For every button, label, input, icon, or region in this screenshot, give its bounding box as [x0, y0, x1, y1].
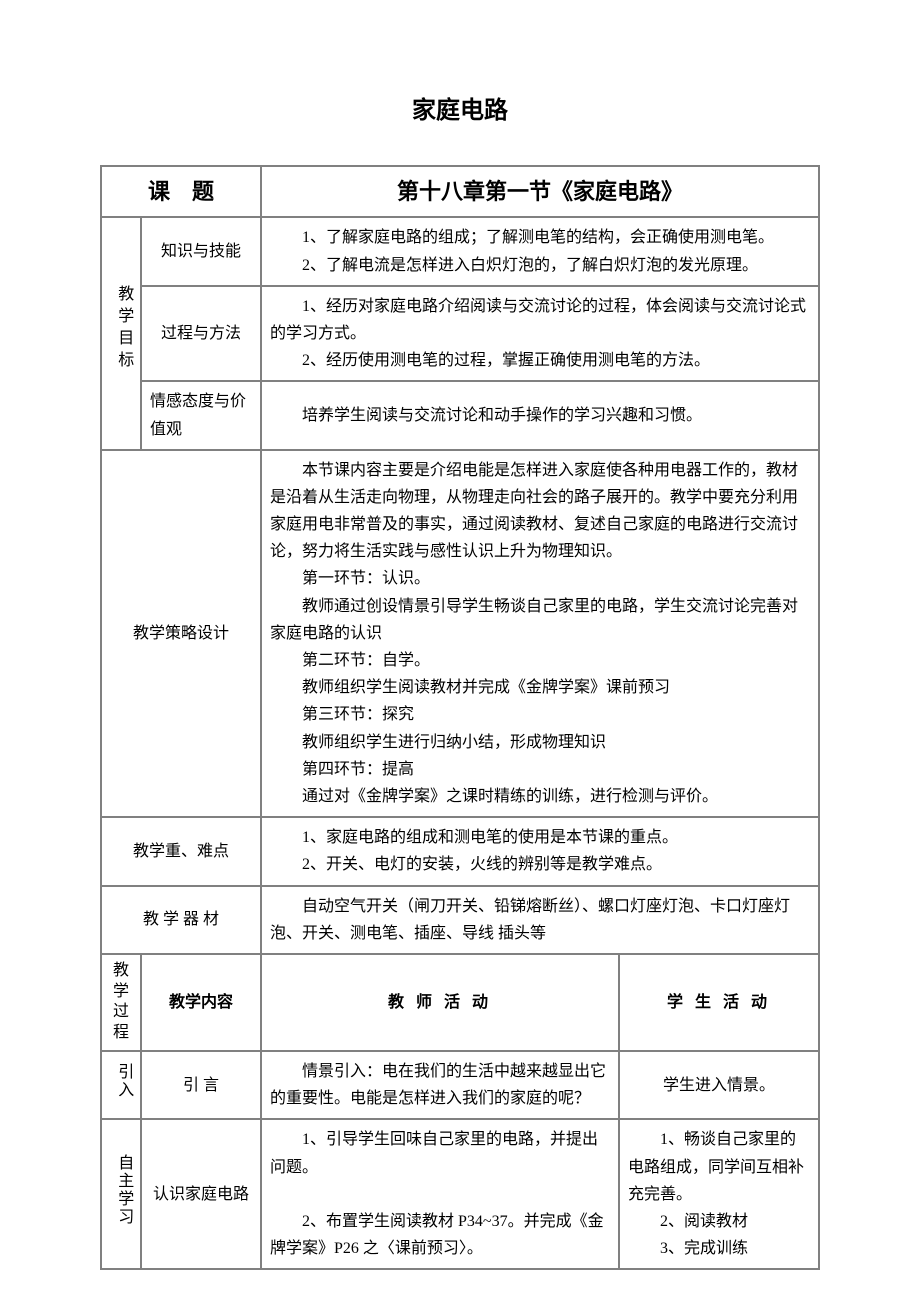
row-equipment: 教 学 器 材 自动空气开关（闸刀开关、铅锑熔断丝）、螺口灯座灯泡、卡口灯座灯泡…: [101, 886, 819, 954]
strategy-label: 教学策略设计: [101, 450, 261, 817]
keypoints-label: 教学重、难点: [101, 817, 261, 885]
row-keypoints: 教学重、难点 1、家庭电路的组成和测电笔的使用是本节课的重点。 2、开关、电灯的…: [101, 817, 819, 885]
proc-h1: 教学过程: [101, 954, 141, 1051]
row-proc-intro: 引入 引 言 情景引入：电在我们的生活中越来越显出它的重要性。电能是怎样进入我们…: [101, 1051, 819, 1119]
proc-self-c4: 1、畅谈自己家里的电路组成，同学间互相补充完善。 2、阅读教材 3、完成训练: [619, 1119, 819, 1269]
strategy-text: 本节课内容主要是介绍电能是怎样进入家庭使各种用电器工作的，教材是沿着从生活走向物…: [261, 450, 819, 817]
proc-intro-c2: 引 言: [141, 1051, 261, 1119]
goal-process-text: 1、经历对家庭电路介绍阅读与交流讨论的过程，体会阅读与交流讨论式的学习方式。 2…: [261, 286, 819, 382]
goal-knowledge-text: 1、了解家庭电路的组成；了解测电笔的结构，会正确使用测电笔。 2、了解电流是怎样…: [261, 217, 819, 285]
row-goal-knowledge: 教学目标 知识与技能 1、了解家庭电路的组成；了解测电笔的结构，会正确使用测电笔…: [101, 217, 819, 285]
proc-h4: 学 生 活 动: [619, 954, 819, 1051]
row-process-header: 教学过程 教学内容 教 师 活 动 学 生 活 动: [101, 954, 819, 1051]
goal-knowledge-label: 知识与技能: [141, 217, 261, 285]
proc-self-c2: 认识家庭电路: [141, 1119, 261, 1269]
proc-intro-c3: 情景引入：电在我们的生活中越来越显出它的重要性。电能是怎样进入我们的家庭的呢？: [261, 1051, 619, 1119]
topic-label: 课 题: [101, 166, 261, 217]
goal-attitude-label: 情感态度与价值观: [141, 381, 261, 449]
equipment-label: 教 学 器 材: [101, 886, 261, 954]
document-title: 家庭电路: [100, 90, 820, 125]
lesson-plan-table: 课 题 第十八章第一节《家庭电路》 教学目标 知识与技能 1、了解家庭电路的组成…: [100, 165, 820, 1270]
goals-group-label: 教学目标: [101, 217, 141, 449]
proc-intro-c1: 引入: [101, 1051, 141, 1119]
proc-intro-c4: 学生进入情景。: [619, 1051, 819, 1119]
keypoints-text: 1、家庭电路的组成和测电笔的使用是本节课的重点。 2、开关、电灯的安装，火线的辨…: [261, 817, 819, 885]
proc-h3: 教 师 活 动: [261, 954, 619, 1051]
row-strategy: 教学策略设计 本节课内容主要是介绍电能是怎样进入家庭使各种用电器工作的，教材是沿…: [101, 450, 819, 817]
row-proc-self: 自主学习 认识家庭电路 1、引导学生回味自己家里的电路，并提出问题。 2、布置学…: [101, 1119, 819, 1269]
proc-h2: 教学内容: [141, 954, 261, 1051]
page: 家庭电路 课 题 第十八章第一节《家庭电路》 教学目标 知识与技能 1、了解家庭…: [0, 0, 920, 1310]
row-goal-process: 过程与方法 1、经历对家庭电路介绍阅读与交流讨论的过程，体会阅读与交流讨论式的学…: [101, 286, 819, 382]
row-topic: 课 题 第十八章第一节《家庭电路》: [101, 166, 819, 217]
topic-value: 第十八章第一节《家庭电路》: [261, 166, 819, 217]
goal-attitude-text: 培养学生阅读与交流讨论和动手操作的学习兴趣和习惯。: [261, 381, 819, 449]
proc-self-c3: 1、引导学生回味自己家里的电路，并提出问题。 2、布置学生阅读教材 P34~37…: [261, 1119, 619, 1269]
goal-process-label: 过程与方法: [141, 286, 261, 382]
row-goal-attitude: 情感态度与价值观 培养学生阅读与交流讨论和动手操作的学习兴趣和习惯。: [101, 381, 819, 449]
equipment-text: 自动空气开关（闸刀开关、铅锑熔断丝）、螺口灯座灯泡、卡口灯座灯泡、开关、测电笔、…: [261, 886, 819, 954]
proc-self-c1: 自主学习: [101, 1119, 141, 1269]
